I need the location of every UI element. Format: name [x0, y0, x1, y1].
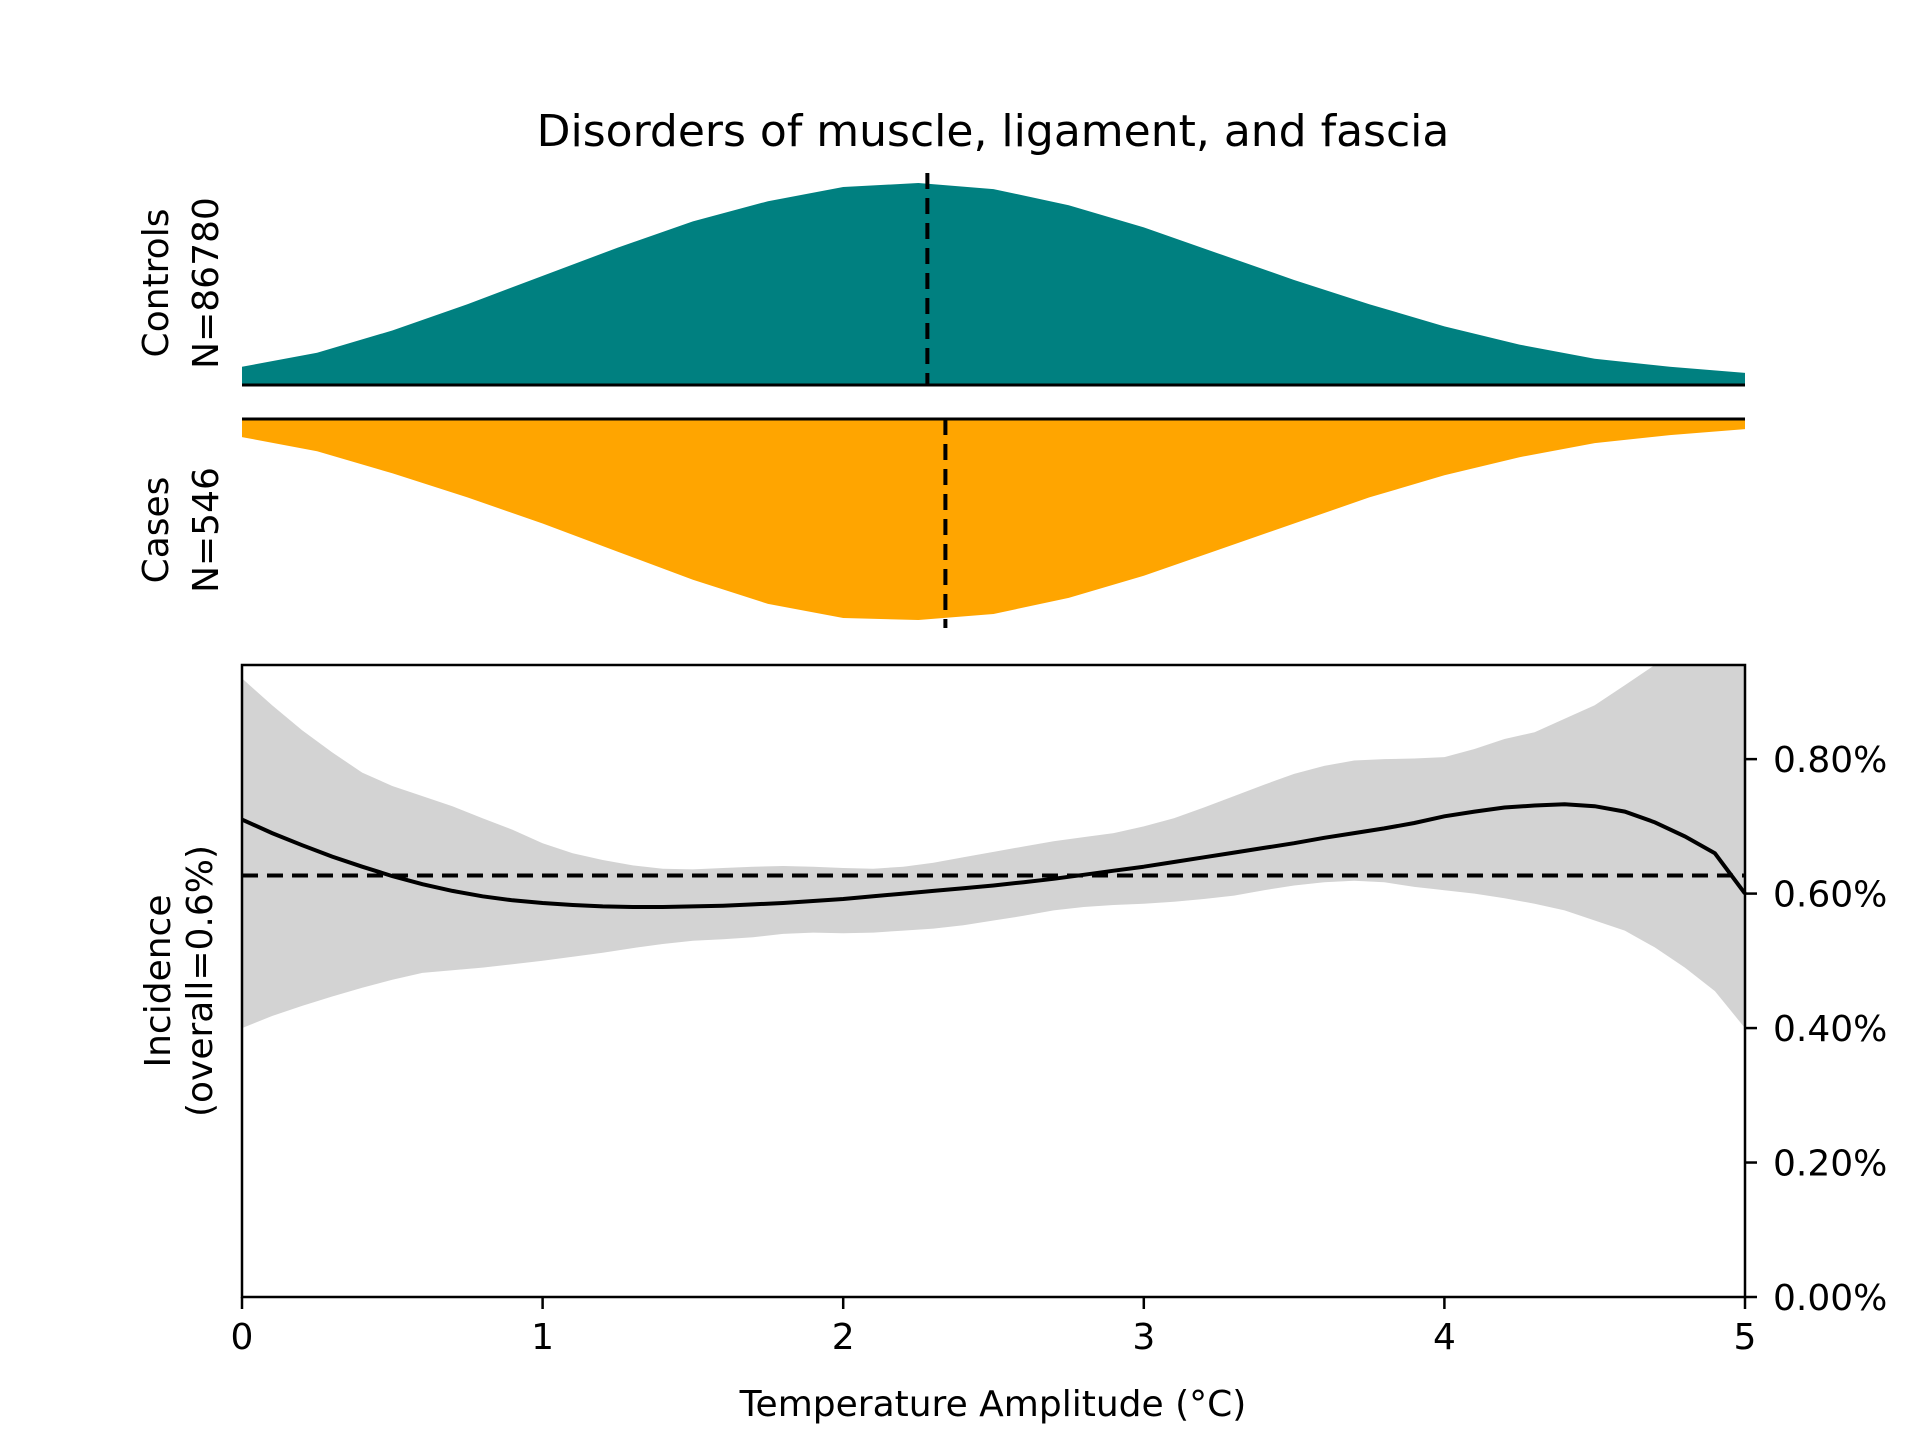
cases-count: N=546	[186, 467, 227, 593]
x-tick-label: 0	[231, 1317, 254, 1358]
incidence-ylabel: Incidence	[138, 895, 179, 1068]
cases-density-area	[242, 419, 1745, 620]
x-tick-label: 4	[1433, 1317, 1456, 1358]
x-axis: 0 1 2 3 4 5	[231, 1297, 1757, 1358]
y-tick-label: 0.40%	[1773, 1009, 1887, 1050]
confidence-band	[242, 665, 1745, 1029]
incidence-plot-frame	[240, 663, 1747, 1299]
y-axis-right: 0.00% 0.20% 0.40% 0.60% 0.80%	[1745, 740, 1887, 1319]
x-tick-label: 5	[1734, 1317, 1757, 1358]
controls-panel: Controls N=86780	[136, 173, 1745, 387]
x-tick-label: 2	[832, 1317, 855, 1358]
incidence-curve	[241, 802, 1747, 909]
y-tick-label: 0.20%	[1773, 1144, 1887, 1185]
controls-count: N=86780	[186, 197, 227, 369]
x-tick-label: 1	[531, 1317, 554, 1358]
y-tick-label: 0.60%	[1773, 875, 1887, 916]
controls-label: Controls	[136, 209, 177, 358]
controls-density-area	[242, 183, 1745, 385]
y-tick-label: 0.80%	[1773, 740, 1887, 781]
y-tick-label: 0.00%	[1773, 1278, 1887, 1319]
cases-label: Cases	[136, 477, 177, 584]
x-axis-label: Temperature Amplitude (°C)	[739, 1384, 1247, 1425]
chart-title: Disorders of muscle, ligament, and fasci…	[537, 106, 1450, 157]
incidence-ylabel-overall: (overall=0.6%)	[180, 845, 221, 1117]
incidence-panel: 0 1 2 3 4 5 0.00% 0.20% 0.40% 0.60% 0.80% Inciden…	[138, 663, 1887, 1425]
x-tick-label: 3	[1132, 1317, 1155, 1358]
cases-panel: Cases N=546	[136, 417, 1745, 628]
